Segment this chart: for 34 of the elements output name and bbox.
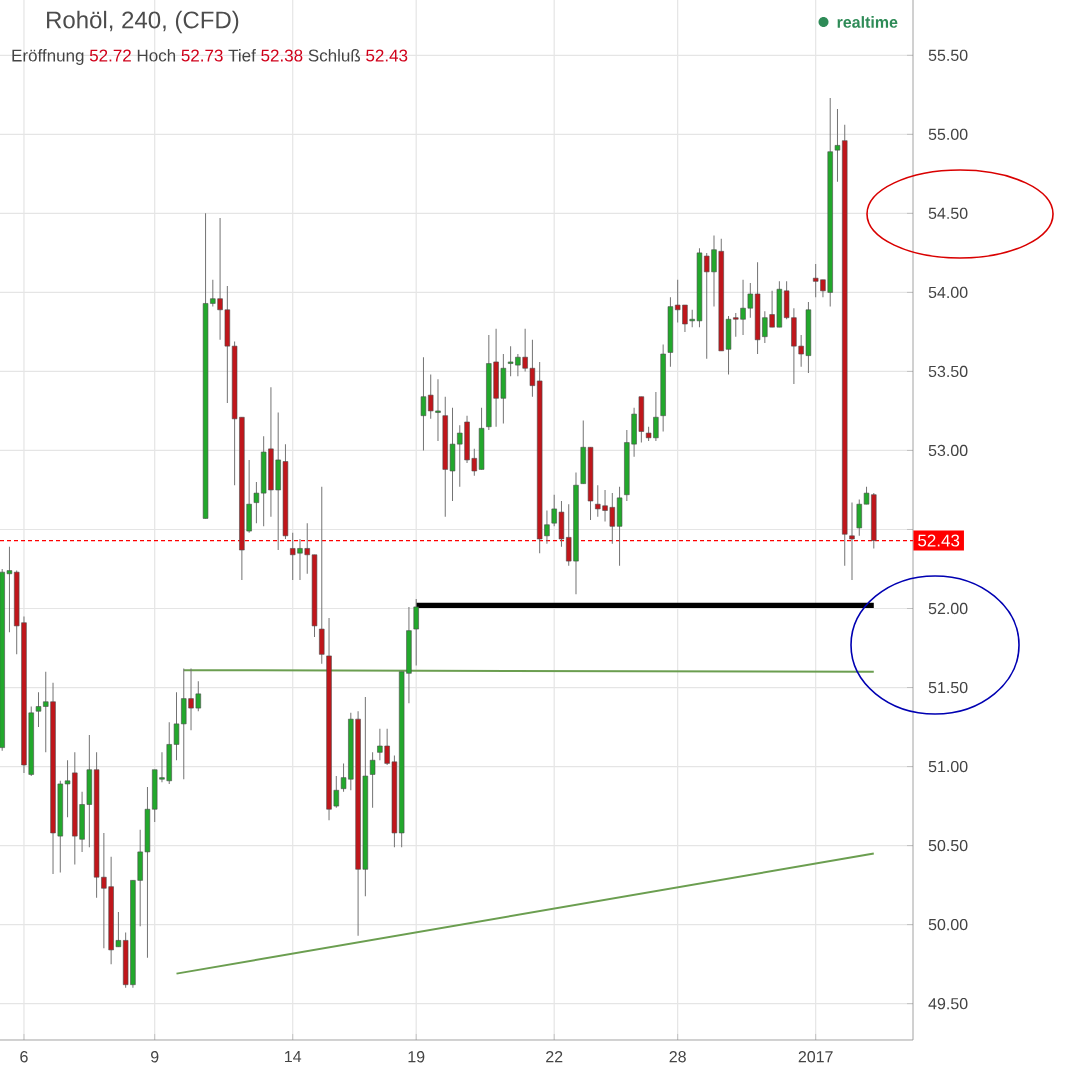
candlestick [413,598,419,666]
candlestick [369,751,376,809]
annotation: 52.73 [181,49,223,62]
x-tick-label: 9 [151,1051,159,1063]
chart-title: Rohöl, 240, (CFD) [47,10,239,34]
y-tick-label: 53.00 [928,444,968,457]
x-tick-label: 6 [20,1051,28,1063]
annotation: 52.43 [366,49,408,62]
y-tick-label: 51.00 [928,760,968,773]
annotation: Eröffnung [12,49,84,65]
annotation: 52.72 [89,49,131,62]
x-tick-label: 28 [669,1051,686,1063]
ref-line-label: 52.43 [918,534,960,547]
candlestick [253,481,260,524]
y-tick-label: 50.50 [928,839,968,852]
x-tick-label: 22 [546,1051,563,1063]
y-tick-label: 54.50 [928,207,968,220]
y-tick-label: 55.00 [928,128,968,140]
y-tick-label: 51.50 [928,681,968,694]
y-tick-label: 55.50 [928,49,968,61]
x-tick-label: 14 [285,1051,302,1063]
y-tick-label: 49.50 [928,997,968,1010]
annotation: Schluß [308,49,361,62]
y-tick-label: 52.00 [928,602,968,615]
y-tick-label: 54.00 [928,286,968,299]
annotation: Tief [228,49,256,62]
annotation: Hoch [137,49,176,62]
x-tick-label: 19 [408,1051,425,1063]
y-tick-label: 53.50 [928,365,968,378]
x-tick-label: 2017 [798,1051,833,1063]
y-tick-label: 50.00 [928,918,968,931]
annotation: 52.38 [261,49,303,62]
annotation: realtime [837,16,898,28]
candlestick [849,502,855,581]
